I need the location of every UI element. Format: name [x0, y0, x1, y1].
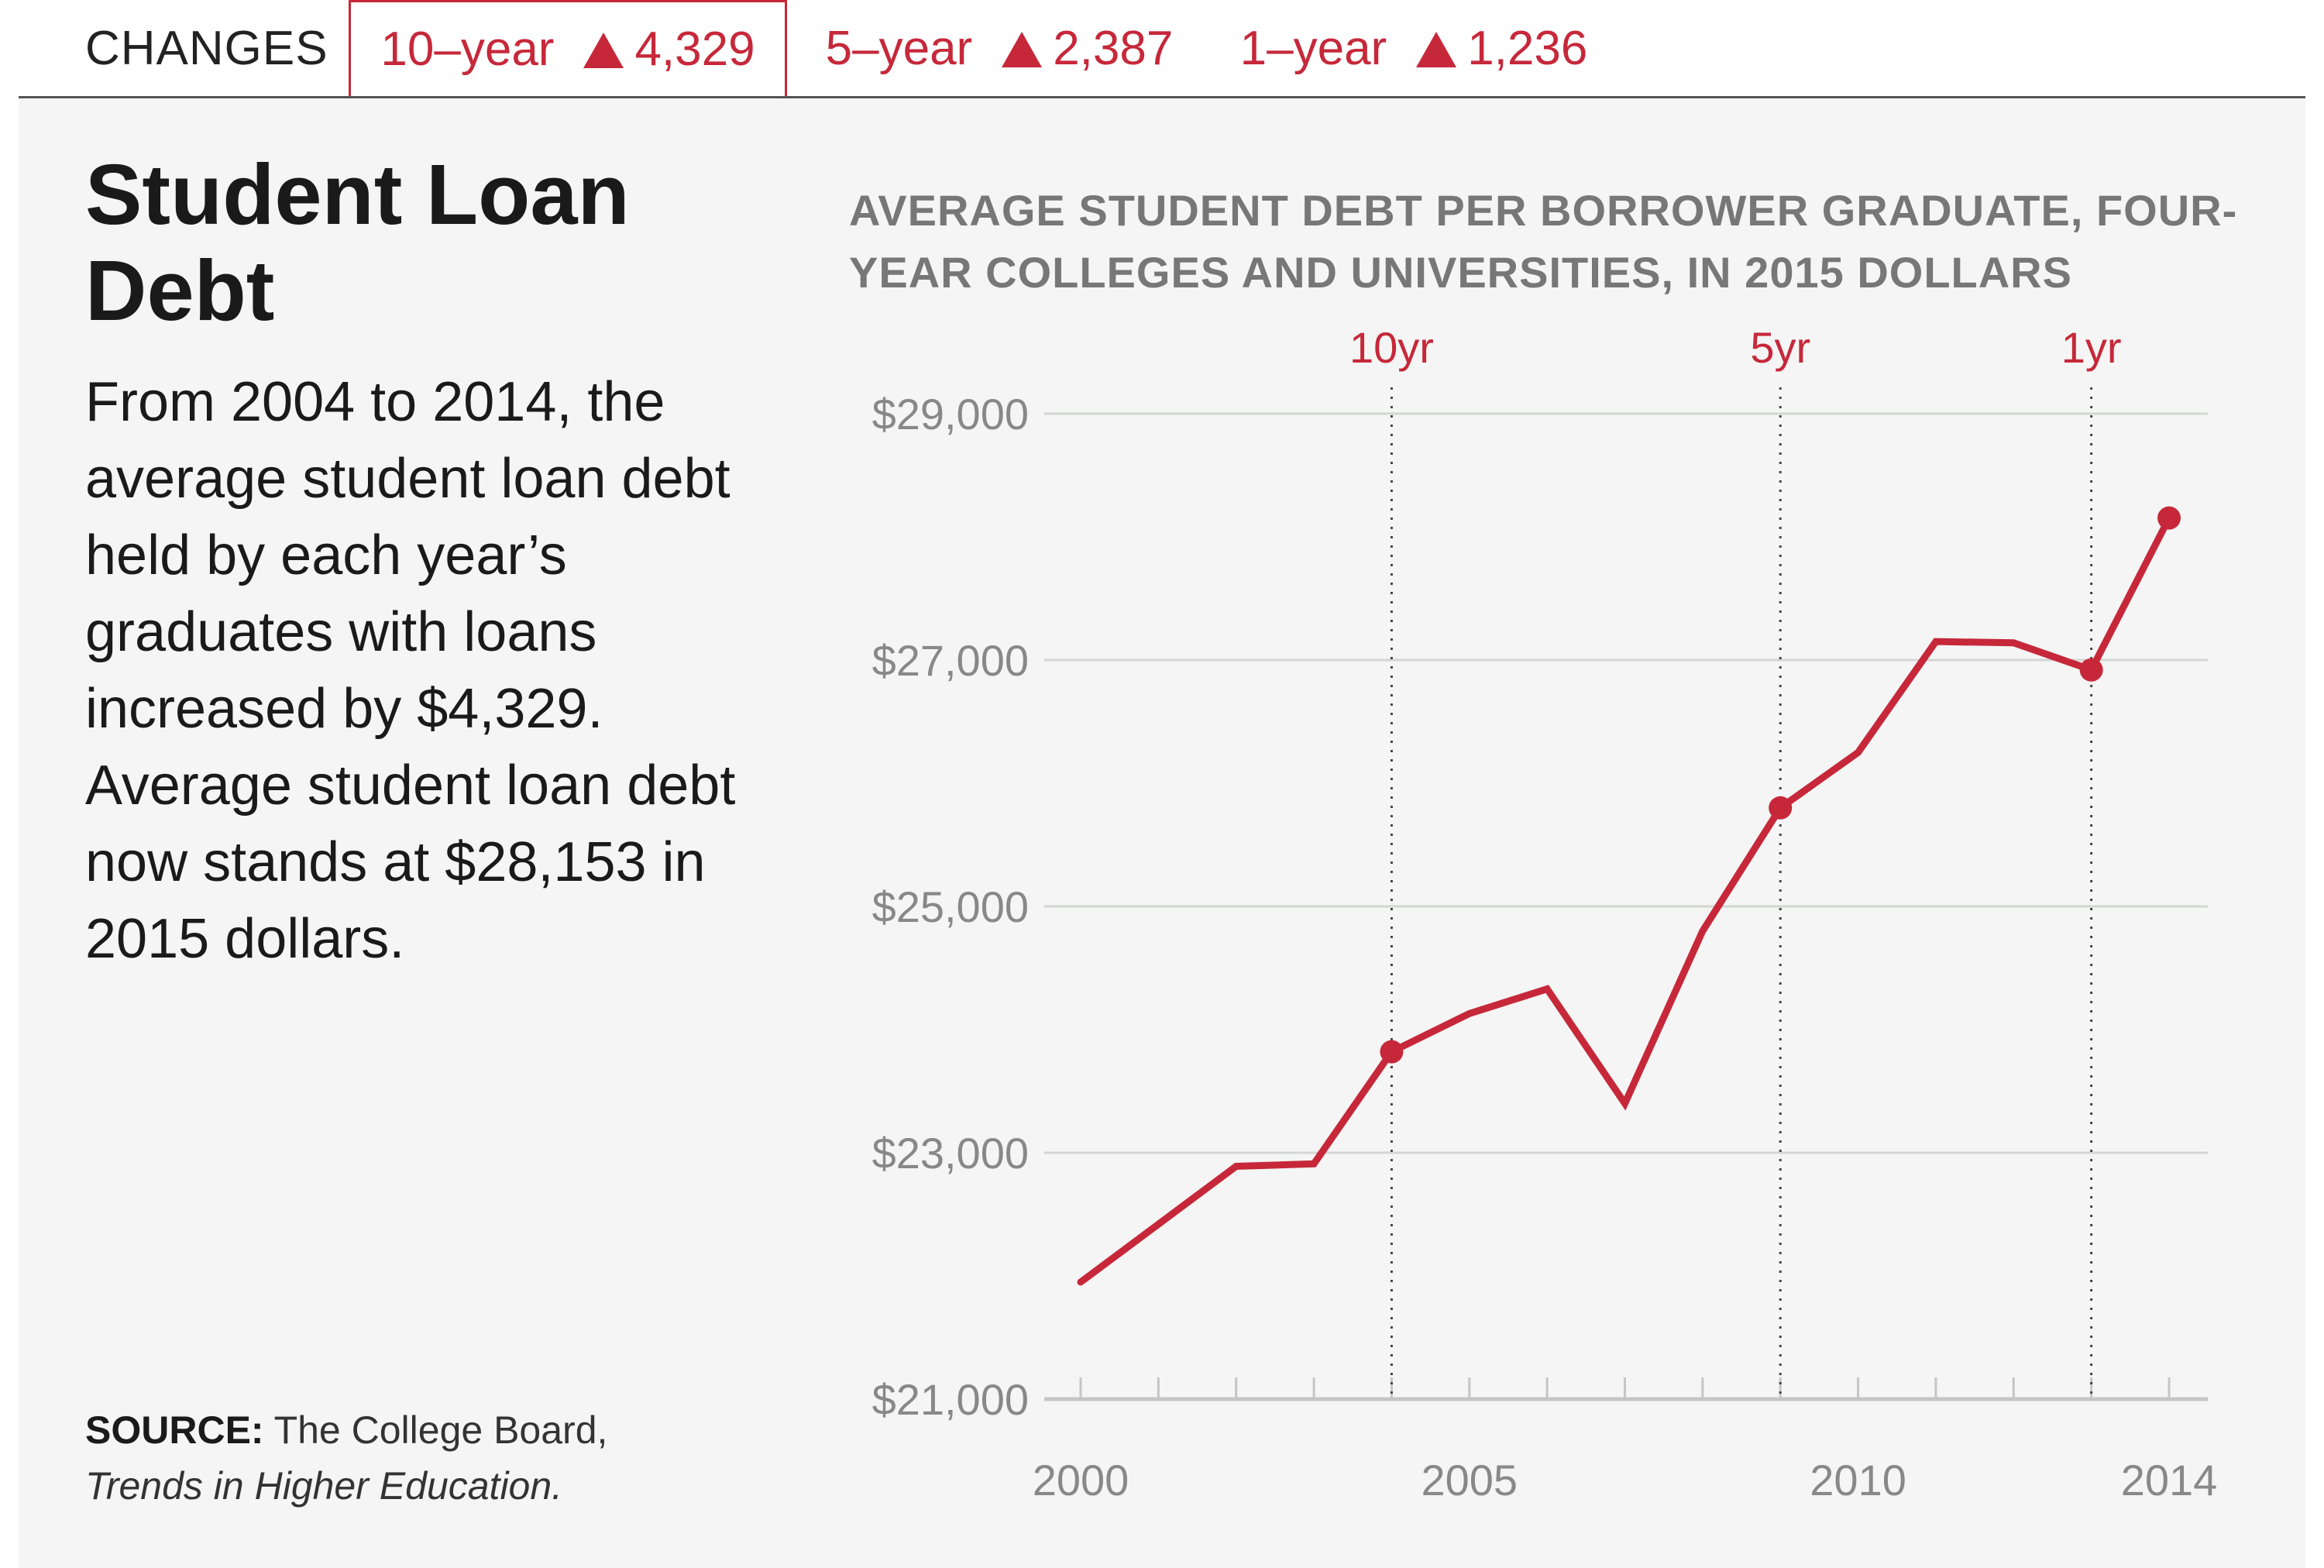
period-marker-label: 5yr [1750, 323, 1810, 372]
changes-label-text: CHANGES [85, 21, 328, 75]
tab-1-year-value: 1,236 [1467, 21, 1588, 75]
up-triangle-icon [1002, 31, 1043, 67]
chart-title: AVERAGE STUDENT DEBT PER BORROWER GRADUA… [849, 186, 2238, 297]
content-panel [19, 98, 2305, 1568]
x-tick-label: 2014 [2121, 1456, 2218, 1504]
x-tick-label: 2000 [1033, 1456, 1129, 1504]
tab-10-year-label: 10–year [380, 22, 555, 76]
y-tick-label: $21,000 [872, 1375, 1029, 1424]
tab-5-year[interactable]: 5–year 2,387 [806, 0, 1193, 96]
changes-tab-bar: CHANGES 10–year 4,329 5–year 2,387 1–yea… [0, 0, 2324, 99]
source-text: The College Board, [273, 1408, 608, 1452]
x-tick-label: 2010 [1810, 1456, 1906, 1504]
data-point [1769, 796, 1793, 820]
y-tick-label: $23,000 [872, 1129, 1029, 1178]
period-marker-label: 10yr [1349, 323, 1434, 372]
tab-bar-divider [19, 96, 2305, 98]
y-tick-label: $29,000 [872, 390, 1029, 438]
tab-10-year[interactable]: 10–year 4,329 [349, 0, 787, 96]
tab-5-year-change: 2,387 [1002, 21, 1173, 76]
page-title: Student Loan Debt [85, 147, 630, 339]
period-marker-label: 1yr [2061, 323, 2122, 372]
description-text: From 2004 to 2014, the average student l… [85, 371, 736, 970]
changes-label: CHANGES [85, 0, 328, 96]
tab-5-year-label: 5–year [825, 21, 973, 75]
data-point [1380, 1040, 1404, 1064]
data-point [2079, 658, 2103, 682]
tab-1-year-label: 1–year [1239, 21, 1387, 75]
data-line-series [1077, 514, 2173, 1286]
tab-10-year-value: 4,329 [634, 22, 755, 76]
tab-1-year-change: 1,236 [1416, 21, 1587, 76]
source-label: SOURCE: [85, 1408, 264, 1452]
data-point [2157, 506, 2181, 530]
tab-5-year-value: 2,387 [1053, 21, 1174, 75]
x-tick-label: 2005 [1421, 1456, 1518, 1504]
y-tick-label: $25,000 [872, 882, 1029, 931]
up-triangle-icon [583, 33, 624, 68]
tab-1-year[interactable]: 1–year 1,236 [1224, 0, 1604, 96]
tab-10-year-change: 4,329 [583, 22, 755, 77]
source-note: SOURCE: The College Board, Trends in Hig… [85, 1402, 782, 1514]
y-tick-label: $27,000 [872, 636, 1029, 685]
up-triangle-icon [1416, 31, 1457, 67]
source-publication: Trends in Higher Education. [85, 1464, 563, 1508]
